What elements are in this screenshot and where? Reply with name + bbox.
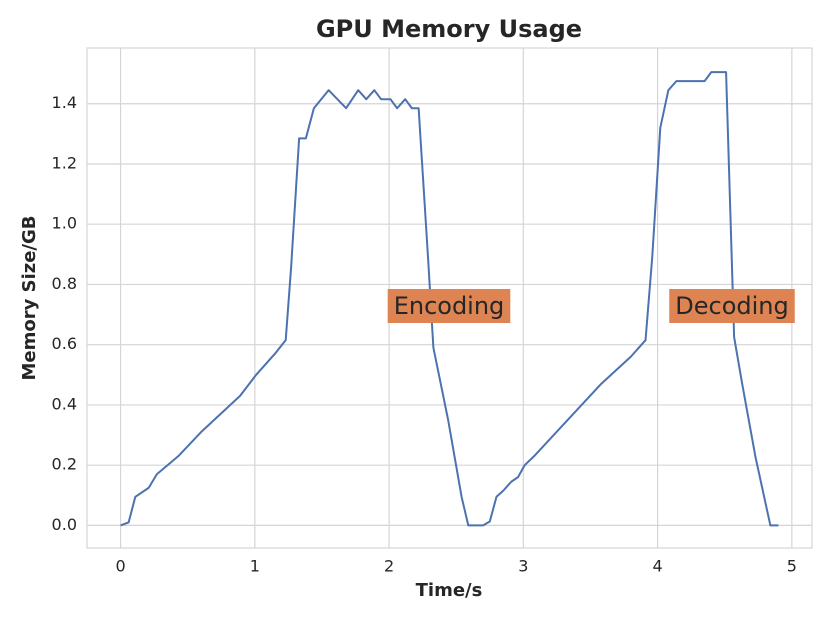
x-tick-label: 4 [653, 557, 663, 576]
annotation-text: Encoding [394, 292, 505, 320]
y-tick-label: 0.8 [52, 274, 77, 293]
y-tick-label: 0.0 [52, 515, 77, 534]
annotation: Encoding [387, 289, 511, 323]
y-tick-label: 1.4 [52, 93, 77, 112]
x-tick-label: 2 [384, 557, 394, 576]
y-tick-label: 1.2 [52, 153, 77, 172]
y-tick-label: 1.0 [52, 214, 77, 233]
chart-title: GPU Memory Usage [316, 15, 582, 43]
annotation-box [669, 289, 795, 323]
x-tick-label: 1 [250, 557, 260, 576]
x-axis-label: Time/s [416, 580, 483, 601]
x-tick-label: 5 [787, 557, 797, 576]
plot-frame [86, 47, 813, 549]
x-tick-label: 0 [115, 557, 125, 576]
y-tick-label: 0.4 [52, 394, 77, 413]
annotation: Decoding [669, 289, 795, 323]
x-tick-label: 3 [518, 557, 528, 576]
annotation-box [387, 289, 511, 323]
y-tick-label: 0.2 [52, 455, 77, 474]
y-axis-label: Memory Size/GB [19, 215, 40, 380]
annotation-text: Decoding [675, 292, 788, 320]
y-tick-label: 0.6 [52, 334, 77, 353]
